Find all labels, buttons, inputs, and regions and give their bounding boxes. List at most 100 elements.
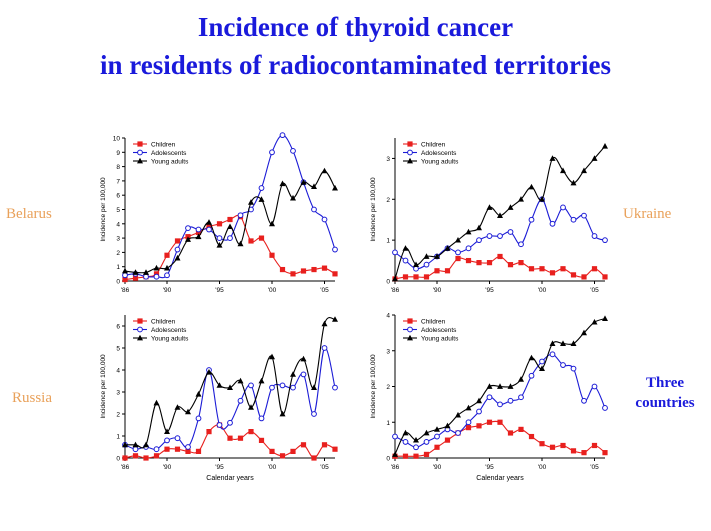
data-point-children <box>455 255 461 262</box>
y-tick-label: 6 <box>116 324 120 331</box>
data-point-adolescents <box>602 237 608 244</box>
data-point-young-adults <box>581 167 587 174</box>
series-line-children <box>124 424 336 459</box>
data-point-adolescents <box>206 226 212 233</box>
data-point-young-adults <box>206 219 212 225</box>
data-point-young-adults <box>402 429 409 436</box>
data-point-adolescents <box>258 415 265 422</box>
data-point-children <box>279 453 286 459</box>
data-point-children <box>248 429 254 435</box>
data-point-children <box>423 274 430 280</box>
data-point-adolescents <box>591 383 598 390</box>
data-point-adolescents <box>143 273 149 280</box>
legend-label-young-adults: Young adults <box>151 336 189 343</box>
x-tick-label: '95 <box>485 287 494 294</box>
y-tick-label: 1 <box>116 434 120 441</box>
legend-label-young-adults: Young adults <box>421 159 459 166</box>
data-point-young-adults <box>279 410 286 417</box>
data-point-children <box>402 274 409 280</box>
data-point-young-adults <box>560 340 566 346</box>
data-point-adolescents <box>332 246 338 253</box>
data-point-children <box>560 266 566 272</box>
data-point-adolescents <box>300 371 307 378</box>
data-point-children <box>227 435 233 441</box>
data-point-children <box>602 274 608 280</box>
data-point-children <box>332 446 338 452</box>
data-point-young-adults <box>455 411 461 418</box>
x-axis-label: Calendar years <box>206 475 254 482</box>
series-young-adults <box>122 316 338 449</box>
data-point-young-adults <box>423 253 430 259</box>
legend-marker-young-adults <box>407 157 413 164</box>
data-point-adolescents <box>164 272 170 279</box>
data-point-young-adults <box>392 275 398 282</box>
data-point-young-adults <box>465 404 472 411</box>
data-point-children <box>465 257 472 264</box>
data-point-adolescents <box>549 220 556 227</box>
x-tick-label: '86 <box>391 287 400 294</box>
data-point-children <box>248 238 254 244</box>
data-point-young-adults <box>132 441 139 448</box>
legend-marker-young-adults <box>137 334 143 341</box>
data-point-adolescents <box>591 233 598 239</box>
chart-ukraine: 0 1 2 3 '86 '90 '95 '00 '05 Incidence per 100,000… <box>370 138 608 294</box>
data-point-young-adults <box>258 377 265 384</box>
legend-label-adolescents: Adolescents <box>151 150 187 157</box>
data-point-adolescents <box>570 216 577 223</box>
data-point-children <box>164 446 170 452</box>
legend-marker-adolescents <box>407 326 413 333</box>
data-point-young-adults <box>413 261 419 268</box>
data-point-young-adults <box>602 315 608 321</box>
series-adolescents <box>122 345 338 453</box>
data-point-children <box>591 266 598 272</box>
data-point-adolescents <box>455 430 461 436</box>
data-point-young-adults <box>528 354 535 361</box>
data-point-adolescents <box>174 246 181 253</box>
data-point-adolescents <box>518 394 524 401</box>
data-point-adolescents <box>185 225 191 231</box>
data-point-adolescents <box>434 433 440 440</box>
y-tick-label: 3 <box>386 348 390 355</box>
data-point-adolescents <box>237 397 244 404</box>
y-tick-label: 3 <box>116 390 120 397</box>
data-point-adolescents <box>195 226 202 233</box>
data-point-adolescents <box>497 401 503 408</box>
data-point-young-adults <box>195 391 202 397</box>
legend-label-adolescents: Adolescents <box>151 327 187 334</box>
data-point-children <box>269 252 275 258</box>
data-point-children <box>444 268 451 274</box>
legend-marker-children <box>137 318 143 324</box>
data-point-adolescents <box>581 397 587 404</box>
data-point-young-adults <box>185 408 191 415</box>
series-children <box>392 253 608 282</box>
data-point-young-adults <box>279 180 286 187</box>
legend-label-children: Children <box>151 319 176 326</box>
data-point-children <box>476 260 482 266</box>
legend-label-adolescents: Adolescents <box>421 327 457 334</box>
data-point-young-adults <box>164 428 170 434</box>
data-point-adolescents <box>581 212 587 219</box>
data-point-adolescents <box>497 233 503 239</box>
slide-title-line-1: Incidence of thyroid cancer <box>197 12 514 42</box>
data-point-young-adults <box>258 196 265 202</box>
data-point-adolescents <box>195 415 202 422</box>
x-tick-label: '90 <box>433 287 442 294</box>
data-point-adolescents <box>122 272 128 279</box>
data-point-young-adults <box>153 264 160 271</box>
data-point-children <box>444 437 451 443</box>
legend-marker-adolescents <box>137 149 143 156</box>
y-tick-label: 2 <box>116 412 120 419</box>
data-point-young-adults <box>402 245 409 251</box>
data-point-adolescents <box>465 419 472 426</box>
data-point-young-adults <box>434 426 440 432</box>
data-point-adolescents <box>413 444 419 451</box>
data-point-children <box>528 433 535 440</box>
data-point-young-adults <box>311 183 317 190</box>
data-point-young-adults <box>237 377 244 384</box>
data-point-children <box>258 437 265 443</box>
data-point-young-adults <box>413 436 419 443</box>
y-tick-label: 3 <box>386 156 390 163</box>
data-point-young-adults <box>549 340 556 346</box>
